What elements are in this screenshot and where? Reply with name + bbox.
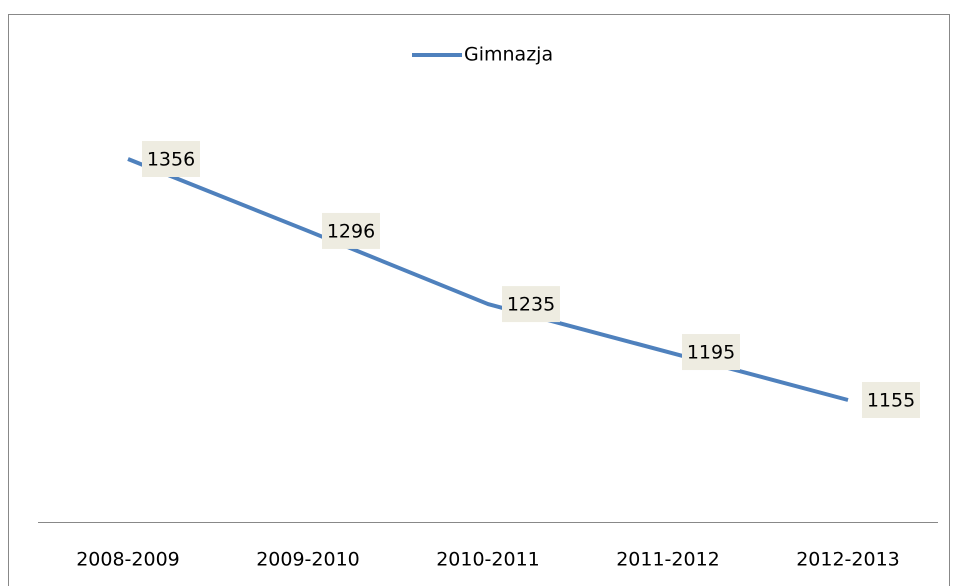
data-label: 1155	[867, 390, 915, 412]
data-label: 1356	[147, 149, 195, 171]
data-label-box	[502, 286, 560, 323]
data-label: 1235	[507, 294, 555, 316]
data-label-box	[862, 382, 920, 418]
x-tick-label: 2012-2013	[796, 549, 900, 571]
x-tick-label: 2008-2009	[76, 549, 180, 571]
data-label: 1195	[687, 342, 735, 364]
data-label-box	[682, 334, 740, 371]
x-tick-label: 2011-2012	[616, 549, 720, 571]
data-label-box	[322, 212, 380, 249]
data-label: 1296	[327, 220, 375, 242]
x-tick-label: 2009-2010	[256, 549, 360, 571]
data-label-box	[142, 141, 200, 177]
legend-label: Gimnazja	[464, 44, 553, 66]
x-tick-label: 2010-2011	[436, 549, 540, 571]
